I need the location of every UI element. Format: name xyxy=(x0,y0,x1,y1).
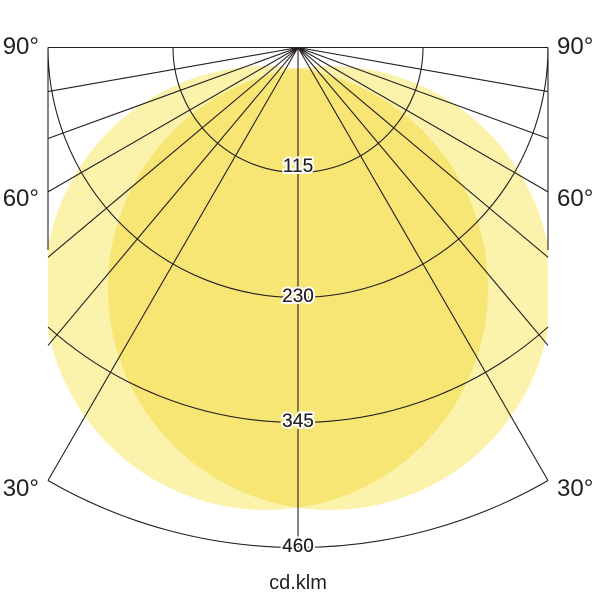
svg-text:30°: 30° xyxy=(557,475,593,502)
svg-text:60°: 60° xyxy=(557,185,593,212)
svg-text:90°: 90° xyxy=(557,33,593,60)
svg-text:460: 460 xyxy=(282,536,314,557)
svg-text:230: 230 xyxy=(282,286,314,307)
svg-text:345: 345 xyxy=(282,411,314,432)
svg-text:cd.klm: cd.klm xyxy=(269,572,327,594)
svg-text:90°: 90° xyxy=(3,33,39,60)
svg-text:115: 115 xyxy=(283,156,313,177)
svg-text:60°: 60° xyxy=(3,185,39,212)
svg-text:30°: 30° xyxy=(3,475,39,502)
